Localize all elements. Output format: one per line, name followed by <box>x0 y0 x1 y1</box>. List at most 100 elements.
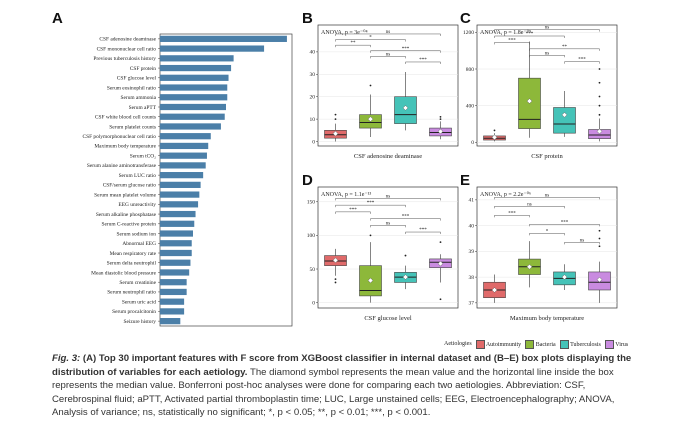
y-tick-label: 30 <box>310 72 316 78</box>
comparison-bracket <box>405 231 441 235</box>
y-tick-label: 150 <box>307 200 316 206</box>
significance-label: *** <box>526 32 534 37</box>
bar <box>160 123 221 130</box>
legend-swatch <box>475 339 485 349</box>
mean-diamond <box>561 111 568 118</box>
caption-lead: (A) Top 30 important features with F sco… <box>52 353 632 378</box>
category-label: EEG unreactivity <box>118 202 156 208</box>
significance-label: ** <box>351 41 357 46</box>
legend-swatch <box>604 339 614 349</box>
category-label: CSF/serum glucose ratio <box>103 183 157 189</box>
category-label: Serum sodium ion <box>116 231 156 237</box>
comparison-bracket <box>494 215 530 218</box>
bar <box>160 142 209 150</box>
comparison-bracket <box>494 35 565 38</box>
y-tick-label: 41 <box>469 198 475 204</box>
outlier-point <box>369 234 372 237</box>
outlier-point <box>334 278 337 280</box>
panel-letter-a: A <box>52 10 63 27</box>
significance-label: *** <box>402 47 410 52</box>
y-tick-label: 0 <box>312 300 315 306</box>
anova-label: ANOVA, p = 1.8e⁻⁰⁹ <box>480 29 531 36</box>
comparison-bracket <box>564 242 600 245</box>
legend-item-tuberculosis: Tuberculosis <box>559 339 601 349</box>
panel-letter-e: E <box>460 172 471 189</box>
legend-swatch <box>525 339 535 349</box>
bar <box>160 191 200 198</box>
legend: Aetiologies Autoimmunity Bacteria Tuberc… <box>444 338 628 350</box>
comparison-bracket <box>494 197 600 200</box>
outlier-point <box>334 281 337 284</box>
bar <box>160 298 185 305</box>
significance-label: ns <box>545 193 550 198</box>
outlier-point <box>493 129 496 132</box>
y-tick-label: 10 <box>310 117 316 123</box>
bar <box>160 84 228 91</box>
outlier-point <box>334 118 337 121</box>
significance-label: ** <box>562 45 568 50</box>
outlier-point <box>598 245 601 248</box>
mean-diamond <box>491 134 498 141</box>
comparison-bracket <box>564 61 600 64</box>
mean-diamond <box>402 105 409 111</box>
category-label: Serum mean platelet volume <box>94 192 156 198</box>
significance-label: *** <box>578 58 586 63</box>
y-tick-label: 800 <box>466 67 475 73</box>
outlier-point <box>404 254 407 257</box>
bar <box>160 279 187 286</box>
plot-frame <box>317 186 459 309</box>
comparison-bracket <box>494 42 530 45</box>
bar <box>160 103 226 111</box>
comparison-bracket <box>494 206 565 209</box>
bar <box>160 172 204 179</box>
outlier-point <box>598 81 601 84</box>
significance-label: *** <box>508 38 516 43</box>
mean-diamond <box>402 274 409 280</box>
x-axis-label: CSF protein <box>531 153 563 160</box>
mean-diamond <box>561 274 568 280</box>
category-label: Serum ammonia <box>121 95 157 101</box>
legend-item-autoimmunity: Autoimmunity <box>475 339 522 349</box>
comparison-bracket <box>370 56 406 59</box>
category-label: CSF protein <box>130 66 157 72</box>
y-tick-label: 37 <box>469 301 475 307</box>
outlier-point <box>598 104 601 107</box>
y-tick-label: 40 <box>469 223 475 229</box>
comparison-bracket <box>529 55 565 58</box>
category-label: Mean respiratory rate <box>110 251 157 257</box>
y-tick-label: 0 <box>312 139 315 145</box>
bar <box>160 249 192 257</box>
outlier-point <box>439 298 442 301</box>
x-axis-label: Maximum body temperature <box>510 315 584 322</box>
significance-label: *** <box>402 215 410 220</box>
comparison-bracket <box>529 224 600 227</box>
bar <box>160 152 207 159</box>
y-tick-label: 39 <box>469 249 475 255</box>
category-label: Serum alkaline phosphatase <box>96 212 157 218</box>
bar <box>160 113 225 120</box>
bar <box>160 201 199 208</box>
y-tick-label: 100 <box>307 233 316 239</box>
mean-diamond <box>596 276 603 283</box>
figure-caption: Fig. 3: (A) Top 30 important features wi… <box>52 352 637 420</box>
bar <box>160 35 287 42</box>
bar <box>160 240 192 247</box>
box-tuberculosis <box>553 107 576 134</box>
anova-label: ANOVA, p = 1.1e⁻¹³ <box>321 192 371 198</box>
category-label: Previous tuberculosis history <box>93 56 156 62</box>
legend-item-bacteria: Bacteria <box>525 339 556 349</box>
significance-label: *** <box>561 220 569 225</box>
box-plot-csf-glucose: 0 50 100 150 ANOVA, p = 1.1e⁻¹³ ns *** *** *** ns… <box>307 186 459 322</box>
category-label: Serum aPTT <box>129 105 157 111</box>
y-tick-label: 40 <box>310 50 316 56</box>
outlier-point <box>369 84 372 87</box>
bar <box>160 74 229 81</box>
y-tick-label: 38 <box>469 275 475 281</box>
comparison-bracket <box>494 29 600 32</box>
bar <box>160 64 232 72</box>
legend-label: Tuberculosis <box>570 341 601 348</box>
legend-label: Autoimmunity <box>485 341 522 348</box>
y-tick-label: 400 <box>466 103 475 109</box>
caption-fig-label: Fig. 3: <box>52 353 81 364</box>
category-label: Serum tCO₂ <box>130 153 156 159</box>
